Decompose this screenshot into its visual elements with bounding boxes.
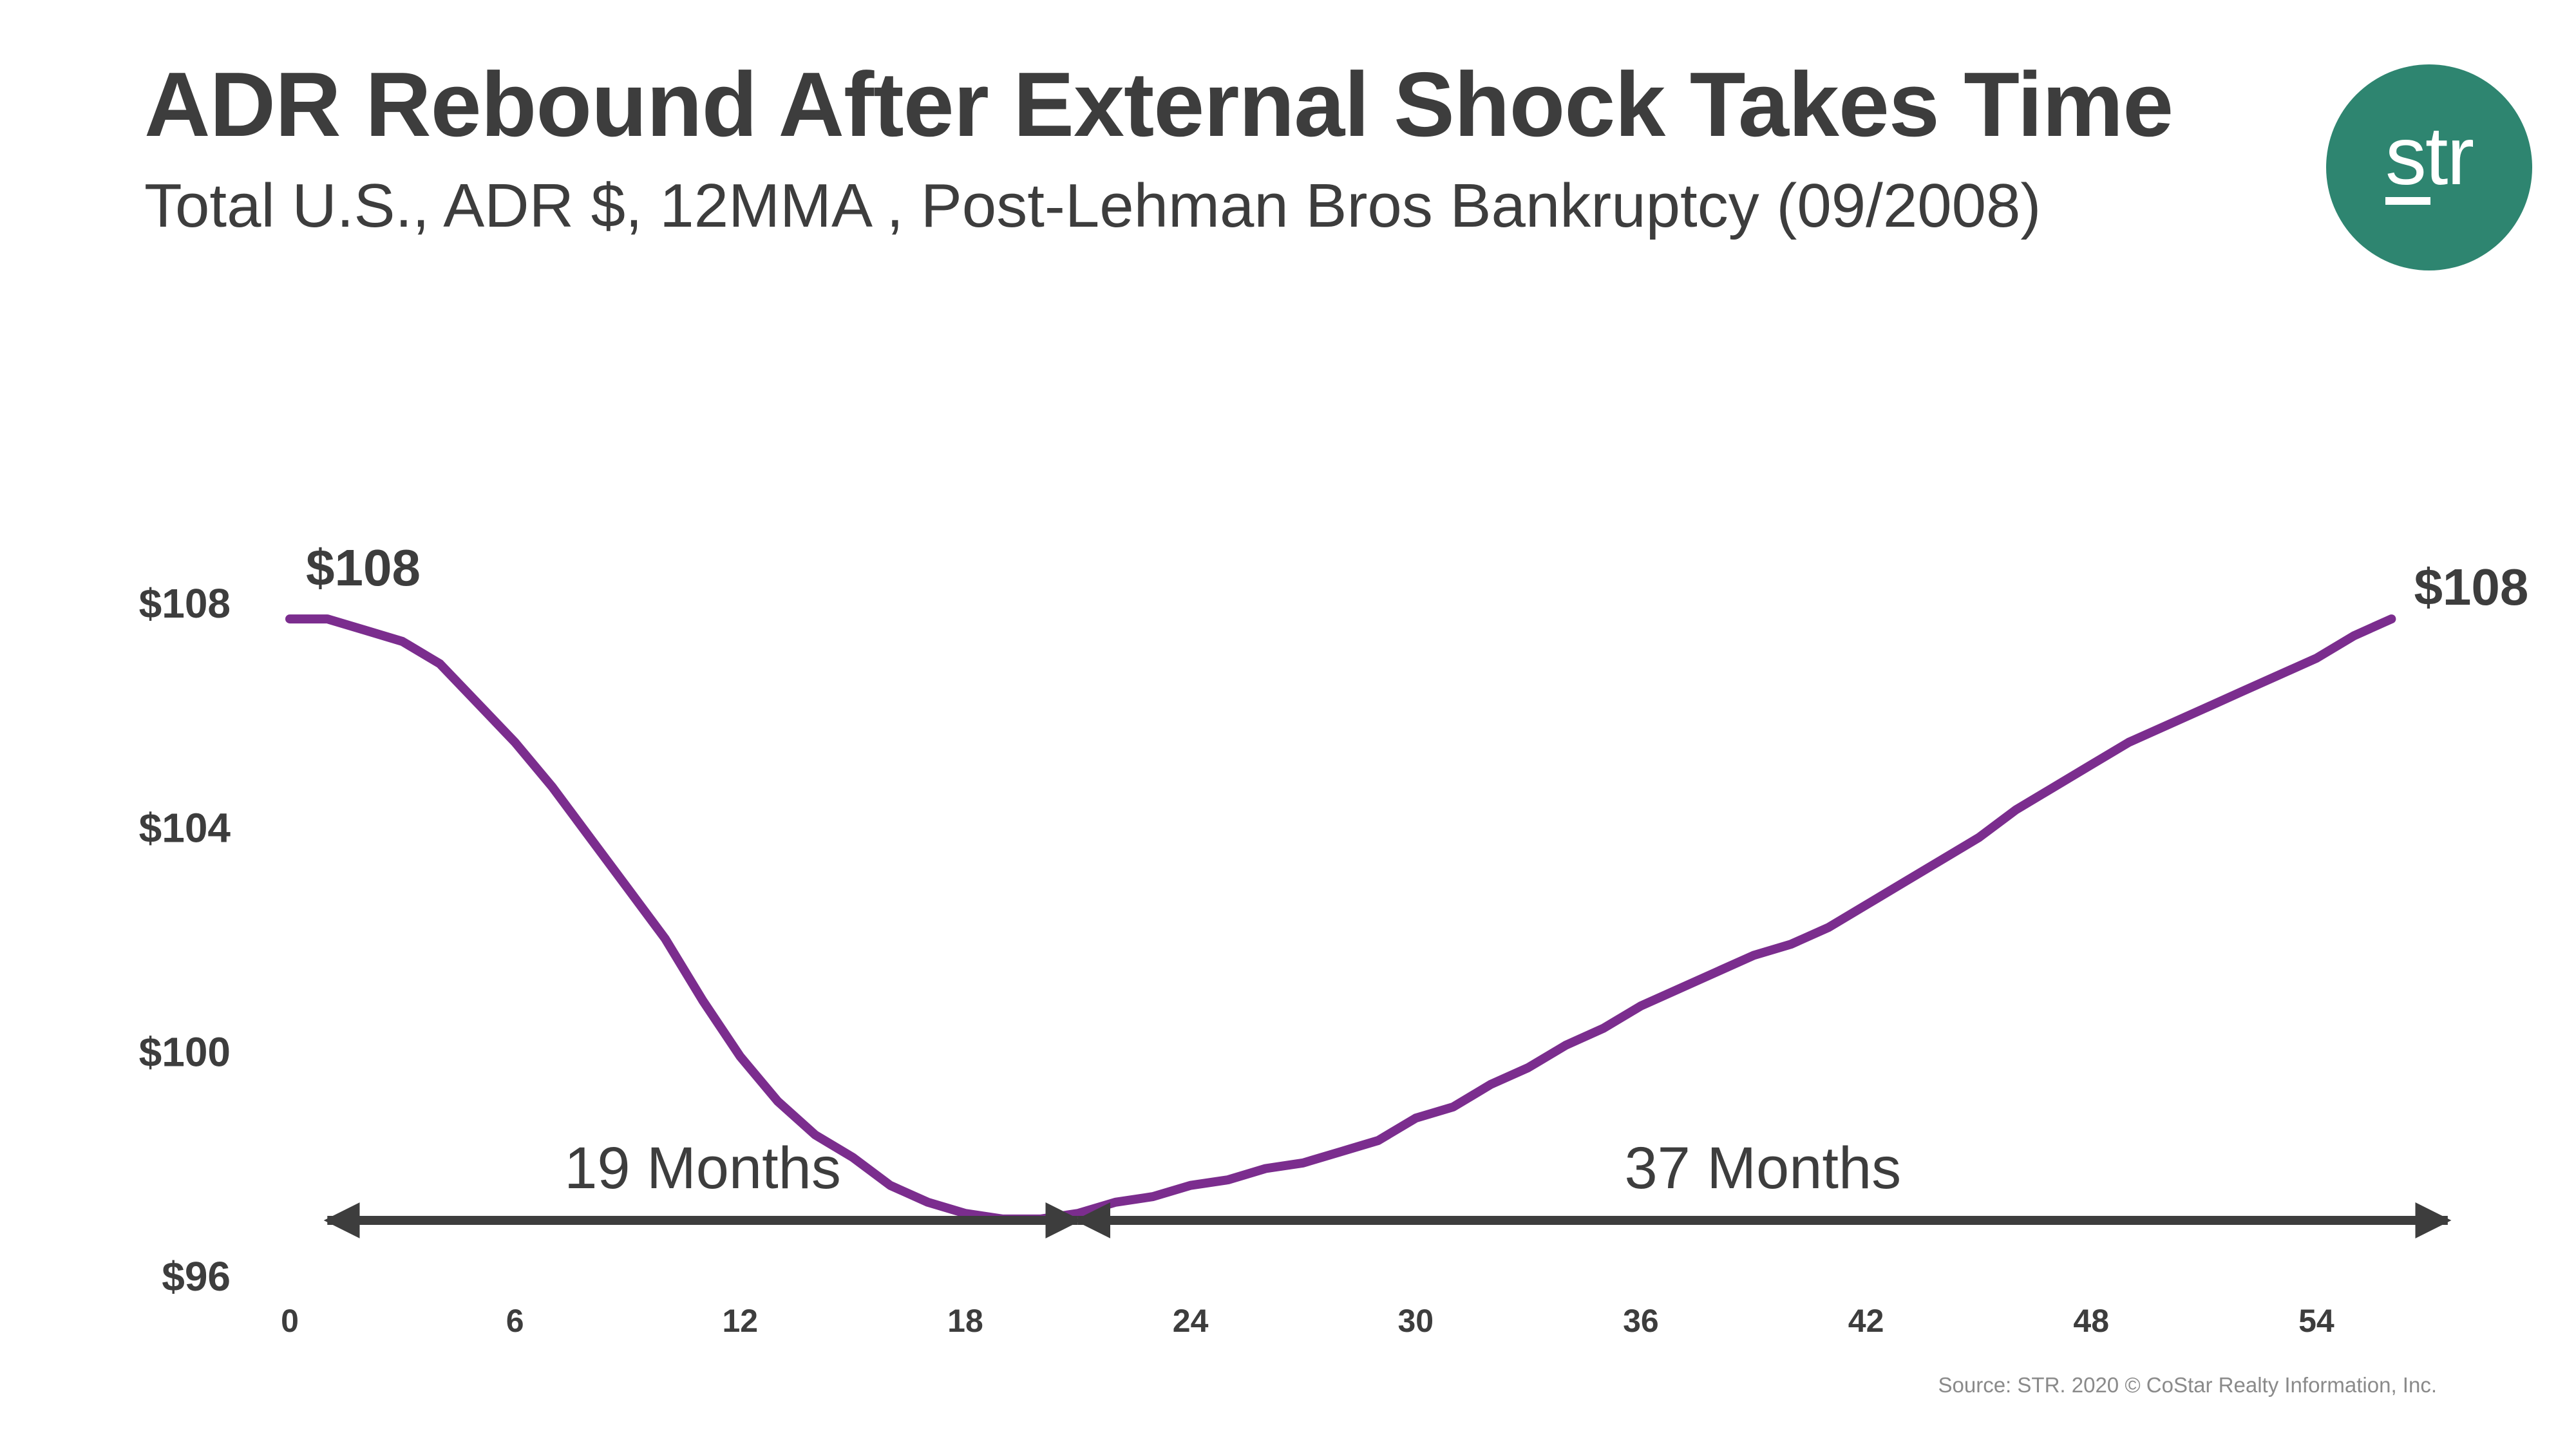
end-value-label: $108 (2414, 558, 2528, 616)
data-point (739, 1056, 741, 1057)
data-point (1640, 1005, 1642, 1007)
x-tick-label: 42 (1848, 1303, 1884, 1339)
data-point (1453, 1106, 1454, 1108)
str-logo-circle (2326, 64, 2532, 270)
x-tick-label: 18 (947, 1303, 983, 1339)
data-point (777, 1101, 779, 1102)
x-axis: 0 6 12 18 24 30 36 42 48 54 (281, 1303, 2334, 1339)
data-point (2278, 674, 2280, 676)
data-point (1077, 1213, 1079, 1214)
data-point (1753, 955, 1754, 956)
data-point (589, 837, 591, 838)
data-point (2128, 742, 2130, 743)
data-point (552, 786, 553, 788)
data-point (1227, 1179, 1229, 1180)
x-tick-label: 48 (2073, 1303, 2109, 1339)
str-logo: str (2326, 64, 2532, 270)
x-tick-label: 24 (1173, 1303, 1209, 1339)
x-tick-label: 6 (506, 1303, 524, 1339)
start-value-label: $108 (306, 539, 421, 596)
y-tick-label: $96 (162, 1253, 231, 1300)
data-point (2391, 618, 2392, 620)
data-point (1190, 1185, 1191, 1186)
span-19-months-label: 19 Months (564, 1135, 841, 1201)
data-point (627, 887, 628, 889)
data-point (1790, 943, 1792, 945)
data-point (1265, 1168, 1266, 1170)
source-note: Source: STR. 2020 © CoStar Realty Inform… (1938, 1373, 2438, 1397)
data-point (327, 618, 328, 620)
data-point (1903, 882, 1904, 883)
data-point (2053, 786, 2054, 788)
series-layer (285, 614, 2396, 1224)
page-title: ADR Rebound After External Shock Takes T… (144, 53, 2174, 156)
data-point (1528, 1067, 1529, 1068)
y-tick-label: $100 (139, 1029, 231, 1075)
x-tick-label: 36 (1623, 1303, 1659, 1339)
y-tick-label: $104 (139, 804, 231, 851)
x-tick-label: 12 (722, 1303, 758, 1339)
x-tick-label: 0 (281, 1303, 299, 1339)
data-point (2090, 764, 2092, 766)
data-point (1978, 837, 1979, 838)
page-subtitle: Total U.S., ADR $, 12MMA , Post-Lehman B… (144, 171, 2041, 240)
span-37-months-label: 37 Months (1625, 1135, 1902, 1201)
x-tick-label: 54 (2298, 1303, 2334, 1339)
y-axis: $96 $100 $104 $108 (139, 580, 231, 1300)
str-logo-underline (2385, 197, 2430, 205)
series-line (285, 614, 2396, 1224)
data-point (1340, 1151, 1341, 1152)
y-tick-label: $108 (139, 580, 231, 627)
data-point (889, 1185, 891, 1186)
str-logo-text: str (2385, 110, 2474, 202)
x-tick-label: 30 (1397, 1303, 1434, 1339)
data-point (1828, 927, 1829, 928)
annotation-layer: $108 $108 19 Months 37 Months (306, 539, 2528, 1238)
